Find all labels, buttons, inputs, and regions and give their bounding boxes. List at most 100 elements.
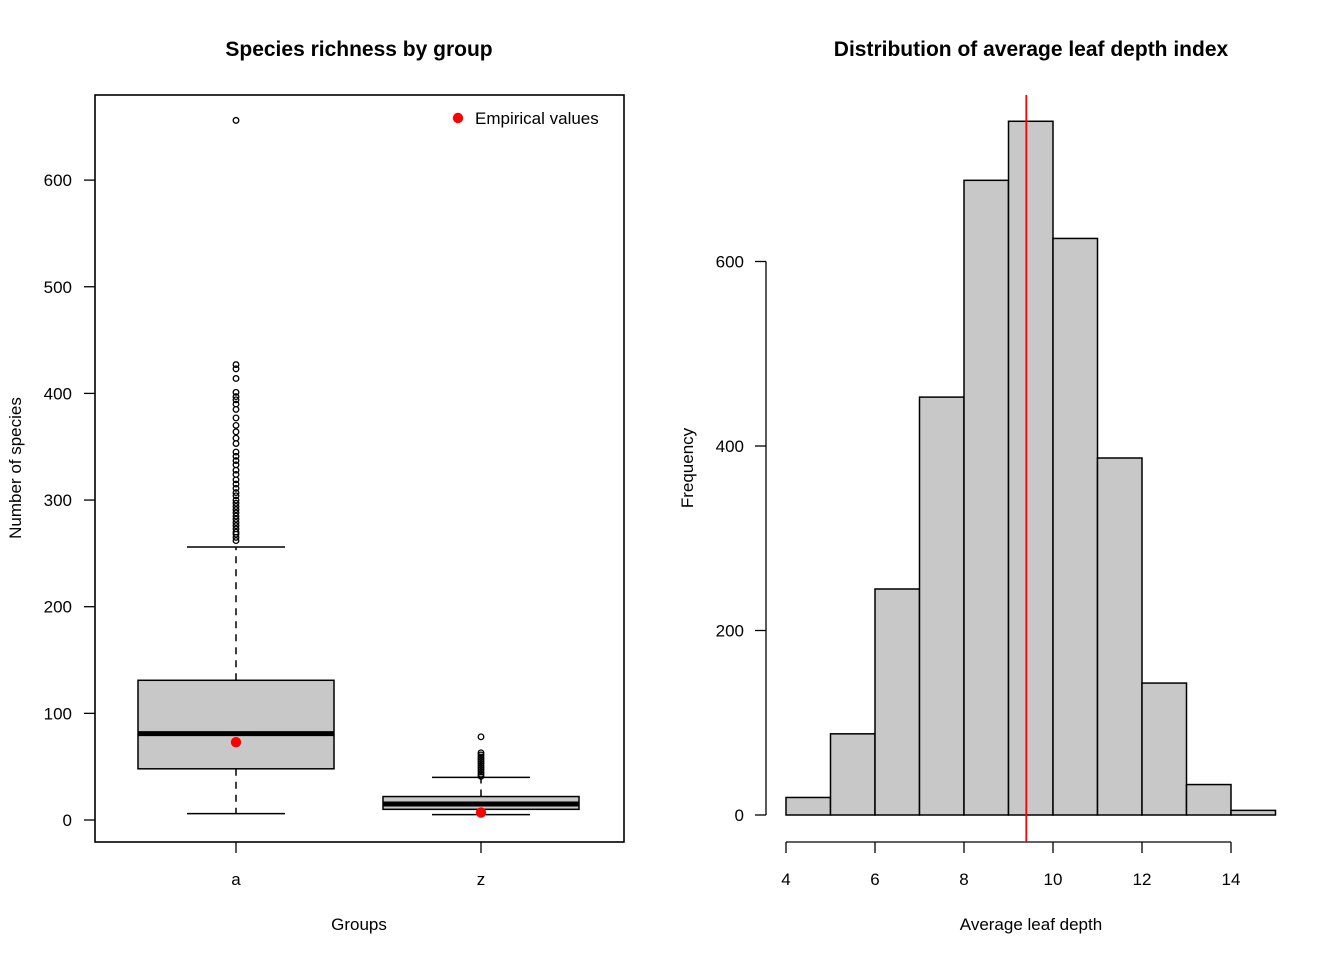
y-tick-label: 600 [716,253,744,272]
outlier-point [232,484,240,492]
outlier-point [232,375,240,382]
outlier-point [232,414,240,422]
histogram-bar [1007,120,1054,816]
histogram-bar [963,179,1010,816]
histogram-bar [918,396,965,816]
y-tick-label: 100 [44,704,72,723]
outlier-point [477,762,485,770]
empirical-value-point [475,807,487,818]
y-tick-label: 0 [63,811,72,830]
histogram-bar [829,733,876,816]
y-tick-label: 300 [44,491,72,510]
histogram-bar [1230,809,1277,816]
outlier-point [232,522,240,530]
boxplot-title: Species richness by group [225,38,492,61]
boxplot-legend: Empirical values [452,109,599,128]
outlier-point [232,421,240,429]
histogram-panel: Distribution of average leaf depth index… [678,38,1277,934]
outlier-point [232,361,240,369]
box-iqr [137,679,335,770]
histogram-bar [1052,237,1099,816]
outlier-point [477,766,485,774]
boxplot-x-axis-label: Groups [331,915,387,934]
outlier-point [232,461,240,469]
boxplot-marks [137,116,580,818]
outlier-point [232,515,240,523]
boxplot-y-axis-label: Number of species [6,397,25,539]
boxplot-plot-frame [94,94,625,843]
histogram-bar [785,796,832,816]
x-tick-label: a [231,870,241,889]
outlier-point [477,772,485,780]
outlier-point [477,764,485,772]
outlier-point [477,751,485,759]
x-tick-label: 6 [870,870,879,889]
histogram-bar [1141,682,1188,816]
outlier-point [232,518,240,526]
outlier-point [477,755,485,763]
x-tick-label: 8 [959,870,968,889]
outlier-point [232,452,240,460]
outlier-point [232,388,240,396]
y-tick-label: 200 [716,622,744,641]
y-tick-label: 400 [44,384,72,403]
outlier-point [477,733,485,741]
y-tick-label: 600 [44,171,72,190]
x-tick-label: 10 [1044,870,1063,889]
outlier-point [232,509,240,517]
histogram-bar [874,588,921,816]
empirical-value-point [230,736,242,748]
histogram-title: Distribution of average leaf depth index [834,38,1229,61]
x-tick-label: 14 [1222,870,1241,889]
histogram-x-axis: 4 6 8 10 12 14 [781,841,1241,889]
histogram-x-axis-label: Average leaf depth [960,915,1102,934]
histogram-bar [1096,457,1143,816]
outlier-point [232,502,240,510]
outlier-point [232,489,240,497]
outlier-point [232,400,240,408]
outlier-point [232,496,240,504]
outlier-point [477,757,485,765]
outlier-point [232,116,240,124]
box-group-a [137,116,335,815]
outlier-point [232,393,240,401]
outlier-point [232,499,240,507]
x-tick-label: 4 [781,870,790,889]
histogram-y-axis: 0 200 400 600 [716,253,767,825]
outlier-point [232,480,240,488]
outlier-point [477,768,485,776]
y-tick-label: 500 [44,278,72,297]
outlier-point [477,749,485,757]
outlier-point [232,537,240,545]
outlier-point [232,528,240,536]
outlier-point [232,457,240,465]
x-tick-label: z [477,870,486,889]
boxplot-panel: Species richness by group 0 100 200 300 400 5… [6,38,625,934]
outlier-point [232,365,240,373]
outlier-point [232,506,240,514]
boxplot-y-axis: 0 100 200 300 400 500 600 [44,171,95,830]
outlier-point [232,525,240,533]
y-tick-label: 0 [735,806,744,825]
histogram-bars [785,120,1277,816]
outlier-point [232,434,240,442]
outlier-point [477,770,485,778]
box-group-z [382,733,580,818]
histogram-y-axis-label: Frequency [678,427,697,508]
outlier-point [232,428,240,436]
outlier-point [232,396,240,404]
outlier-point [232,492,240,500]
outlier-point [477,760,485,767]
legend-label: Empirical values [475,109,599,128]
outlier-point [232,448,240,456]
legend-marker [452,112,464,124]
y-tick-label: 400 [716,437,744,456]
outlier-point [232,471,240,478]
x-tick-label: 12 [1133,870,1152,889]
outlier-point [232,512,240,520]
y-tick-label: 200 [44,598,72,617]
histogram-bar [1185,783,1232,816]
outlier-point [477,753,485,761]
